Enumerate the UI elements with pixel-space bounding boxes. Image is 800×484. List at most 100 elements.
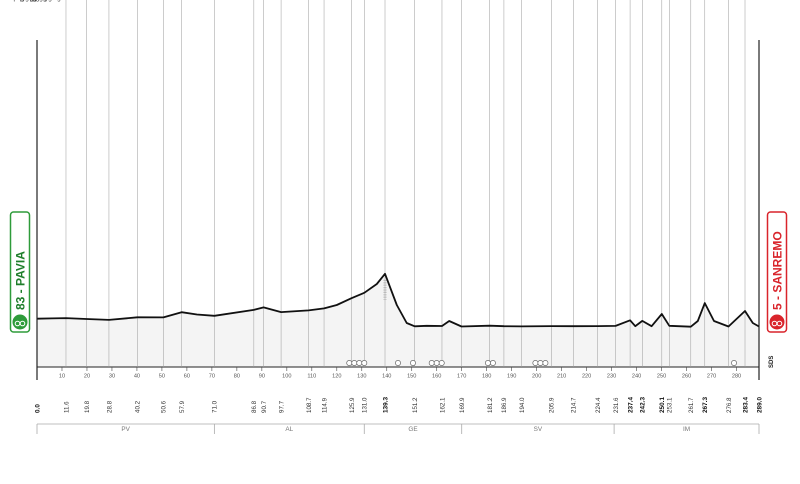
x-tick-label-30: 30 <box>109 374 115 380</box>
place-label-15: 7 - Voltri <box>0 0 23 2</box>
x-tick-label-120: 120 <box>332 374 341 380</box>
x-tick-label-100: 100 <box>282 374 291 380</box>
km-label-4: 50.6 <box>161 400 168 413</box>
route-marker-13 <box>542 360 549 366</box>
x-tick-label-260: 260 <box>682 374 691 380</box>
place-label-17: 5 - Varazze <box>0 0 33 2</box>
route-marker-8 <box>438 360 445 366</box>
x-tick-label-70: 70 <box>209 374 215 380</box>
km-label-8: 90.7 <box>261 400 268 413</box>
x-tick-label-150: 150 <box>407 374 416 380</box>
x-tick-label-230: 230 <box>607 374 616 380</box>
x-tick-label-170: 170 <box>457 374 466 380</box>
km-label-5: 57.9 <box>179 400 186 413</box>
place-label-28: 12 - Imperia-Oneglia <box>0 0 59 2</box>
km-label-22: 214.7 <box>571 397 578 413</box>
place-label-22: 8 - Loano <box>0 0 27 2</box>
x-tick-label-270: 270 <box>707 374 716 380</box>
x-tick-label-90: 90 <box>259 374 265 380</box>
place-label-31: 5 - Arma di Taggia <box>0 0 52 2</box>
km-label-28: 253.1 <box>667 397 674 413</box>
start-label: 83 - PAVIA <box>14 251 28 310</box>
place-label-10: 166 - Silvano d'Orba <box>0 0 59 2</box>
km-label-29: 261.7 <box>688 397 695 413</box>
km-label-27: 250.1 <box>659 397 666 413</box>
route-marker-2 <box>356 360 363 366</box>
start-bike-icon <box>12 314 28 330</box>
place-label-16: 10 - Cogoleto <box>0 0 39 2</box>
place-label-23: 9 - Albenga <box>0 0 33 2</box>
km-label-9: 97.7 <box>278 400 285 413</box>
place-label-21: 9 - Finale Ligure <box>0 0 47 2</box>
place-label-0: 89 - Certosa di Pavia <box>0 0 60 2</box>
region-label-sv: SV <box>534 426 543 433</box>
place-label-19: 8 - Vado Ligure <box>0 0 44 2</box>
km-label-21: 205.9 <box>549 397 556 413</box>
region-label-pv: PV <box>121 426 130 433</box>
route-marker-14 <box>731 360 737 366</box>
place-label-32: 160 - POGGIO DI SANREMO <box>0 0 88 2</box>
place-label-3: 97 - Casteggio <box>0 0 42 2</box>
place-label-4: 96 - Voghera <box>0 0 37 2</box>
x-tick-label-20: 20 <box>84 374 90 380</box>
place-label-12: 288 - Rossiglione <box>0 0 50 2</box>
x-tick-label-210: 210 <box>557 374 566 380</box>
km-label-1: 19.8 <box>84 400 91 413</box>
place-label-5: 148 - Rivanazzano Terme <box>0 0 73 2</box>
km-label-17: 169.9 <box>459 397 466 413</box>
finish-bike-icon-wheel-b <box>776 320 783 327</box>
km-label-25: 237.4 <box>627 397 634 413</box>
place-label-18: 13 - Savona <box>0 0 35 2</box>
km-label-0: 11.6 <box>63 401 70 413</box>
place-label-25: 67 - CAPO MELE <box>0 0 53 2</box>
x-tick-label-200: 200 <box>532 374 541 380</box>
place-label-1: 80 - Pavia <box>0 0 29 2</box>
km-label-26: 242.3 <box>640 397 647 413</box>
km-label-24: 231.6 <box>613 397 620 413</box>
km-label-30: 267.3 <box>702 397 709 413</box>
km-label-23: 224.4 <box>595 397 602 413</box>
km-label-6: 71.0 <box>212 400 219 413</box>
route-marker-10 <box>489 360 496 366</box>
x-tick-label-250: 250 <box>657 374 666 380</box>
x-tick-label-130: 130 <box>357 374 366 380</box>
km-label-13: 131.0 <box>362 397 369 413</box>
start-bike-icon-wheel-b <box>19 320 26 327</box>
route-marker-3 <box>361 360 368 366</box>
km-label-11: 114.9 <box>321 397 328 413</box>
finish-bike-icon <box>769 314 785 330</box>
km-label-32: 283.4 <box>742 397 749 413</box>
place-label-29: 3 - San Lorenzo al Mare <box>0 0 69 2</box>
place-label-11: 186 - Ovada <box>0 0 36 2</box>
x-tick-label-110: 110 <box>307 374 316 380</box>
km-label-10: 108.7 <box>306 397 313 413</box>
region-label-al: AL <box>285 426 293 433</box>
x-tick-label-10: 10 <box>59 374 65 380</box>
km-label-2: 28.8 <box>106 400 113 413</box>
x-tick-label-60: 60 <box>184 374 190 380</box>
route-marker-6 <box>428 360 435 366</box>
km-label-14: 139.3 <box>382 397 389 413</box>
profile-line <box>36 272 760 328</box>
place-label-7: 171 - Pozzolo Formigaro <box>0 0 70 2</box>
x-tick-label-180: 180 <box>482 374 491 380</box>
start-km-label: 0.0 <box>34 404 41 413</box>
km-label-3: 40.2 <box>135 400 142 413</box>
place-label-8: 196 - Novi Ligure <box>0 0 49 2</box>
route-marker-11 <box>532 360 539 366</box>
finish-label: 5 - SANREMO <box>771 231 785 310</box>
start-box <box>9 211 31 333</box>
place-label-20: 6 - Spotorno <box>0 0 36 2</box>
profile-fill <box>37 273 759 367</box>
km-label-18: 181.2 <box>487 397 494 413</box>
km-label-19: 186.9 <box>501 397 508 413</box>
place-label-14: 532 - PASSO DEL TURCHINO <box>0 0 91 2</box>
route-marker-12 <box>537 360 544 366</box>
x-tick-label-190: 190 <box>507 374 516 380</box>
km-label-20: 194.0 <box>519 397 526 413</box>
finish-km-label: 289.0 <box>756 397 763 413</box>
route-marker-7 <box>433 360 440 366</box>
x-tick-label-280: 280 <box>732 374 741 380</box>
region-label-ge: GE <box>408 426 417 433</box>
